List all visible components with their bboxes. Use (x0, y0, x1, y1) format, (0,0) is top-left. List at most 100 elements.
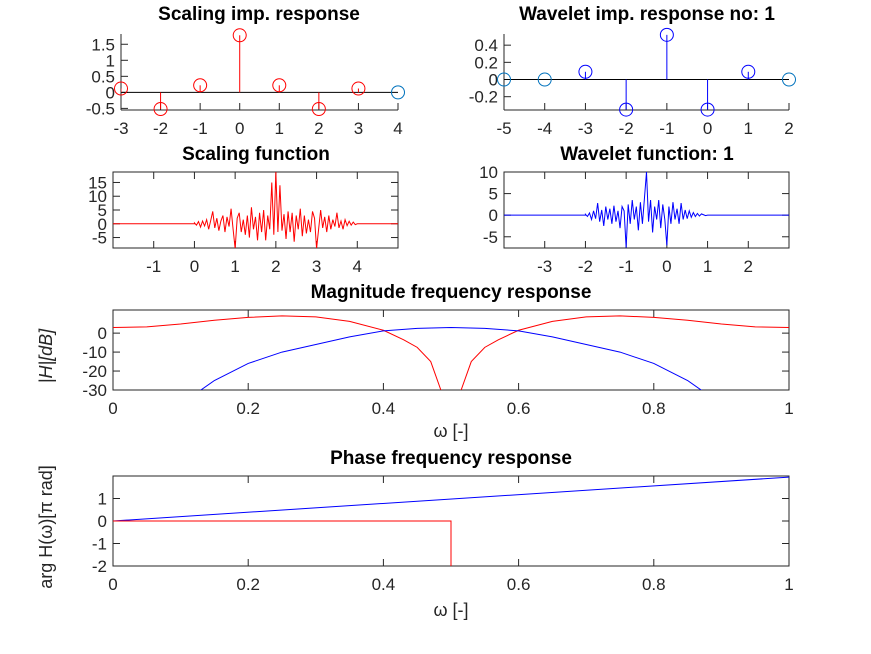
y-tick-label: -2 (92, 557, 107, 576)
x-tick-label: -1 (193, 119, 208, 138)
x-tick-label: -5 (496, 119, 511, 138)
subplot-6: 0 0.2 0.4 0.6 0.8 1 -2 -1 0 1 Phase frequency resp… (36, 448, 794, 620)
y-tick-label: 0.5 (91, 67, 115, 86)
y-tick-label: -5 (483, 228, 498, 247)
chart-title: Scaling imp. response (158, 4, 360, 25)
x-tick-label: 2 (784, 119, 793, 138)
signal-line (113, 172, 398, 248)
stem-marker (311, 102, 326, 117)
plot-area (504, 172, 789, 248)
x-tick-label: 0.8 (642, 399, 666, 418)
x-tick-label: 2 (744, 257, 753, 276)
x-tick-label: 1 (703, 257, 712, 276)
y-tick-label: 0 (489, 71, 498, 90)
x-tick-label: -2 (153, 119, 168, 138)
chart-title: Phase frequency response (330, 448, 572, 469)
x-tick-label: -2 (578, 257, 593, 276)
x-tick-label: 0.8 (642, 575, 666, 594)
stem-marker (619, 102, 634, 117)
stem-marker (193, 78, 208, 93)
y-tick-label: -0.5 (86, 99, 115, 118)
chart-title: Scaling function (182, 144, 330, 165)
x-axis-label: ω [-] (433, 600, 468, 620)
y-tick-label: -10 (82, 343, 107, 362)
x-tick-label: -2 (619, 119, 634, 138)
chart-title: Wavelet function: 1 (560, 144, 734, 165)
stem-marker (659, 27, 674, 42)
y-tick-label: 0.4 (474, 36, 498, 55)
y-tick-label: 0 (98, 512, 107, 531)
stem-marker (232, 28, 247, 43)
y-tick-label: 15 (88, 173, 107, 192)
y-tick-label: 0 (98, 215, 107, 234)
y-tick-label: -0.2 (469, 88, 498, 107)
y-tick-label: -1 (92, 535, 107, 554)
stem-marker (497, 72, 511, 87)
series-line (113, 520, 452, 566)
y-tick-label: 0 (489, 206, 498, 225)
y-tick-label: 0.2 (474, 53, 498, 72)
x-tick-label: 0.2 (236, 399, 260, 418)
x-tick-label: -3 (578, 119, 593, 138)
x-tick-label: 3 (312, 257, 321, 276)
stem-marker (537, 72, 552, 87)
axes-box (112, 171, 399, 249)
x-tick-label: 0.4 (372, 575, 396, 594)
chart-title: Magnitude frequency response (311, 282, 592, 303)
x-tick-label: 0 (235, 119, 244, 138)
subplot-4: -3 -2 -1 0 1 2 -5 0 5 10 Wavelet function: 1 (479, 144, 790, 276)
x-tick-label: 1 (230, 257, 239, 276)
y-tick-label: 0 (98, 324, 107, 343)
stem-marker (114, 81, 128, 96)
x-tick-label: 0.6 (507, 399, 531, 418)
plot-area (113, 172, 398, 248)
x-axis-label: ω [-] (433, 421, 468, 441)
x-tick-label: 0.2 (236, 575, 260, 594)
x-tick-label: -1 (659, 119, 674, 138)
x-tick-label: 0.4 (372, 399, 396, 418)
y-tick-label: 10 (88, 187, 107, 206)
chart-title: Wavelet imp. response no: 1 (519, 4, 775, 25)
plot-area (504, 34, 789, 110)
x-tick-label: 1 (275, 119, 284, 138)
markers (497, 27, 796, 117)
x-tick-label: -1 (619, 257, 634, 276)
y-tick-label: -30 (82, 381, 107, 400)
y-tick-label: 5 (98, 201, 107, 220)
stem-marker (578, 64, 593, 79)
stem-marker (700, 102, 715, 117)
y-tick-label: -20 (82, 362, 107, 381)
x-tick-label: 1 (744, 119, 753, 138)
y-tick-label: 5 (489, 185, 498, 204)
signal-line (504, 172, 789, 248)
x-tick-label: 3 (354, 119, 363, 138)
markers (114, 28, 405, 117)
x-tick-label: 0.6 (507, 575, 531, 594)
stem-marker (351, 81, 366, 96)
x-tick-label: 0 (190, 257, 199, 276)
x-tick-label: 2 (314, 119, 323, 138)
y-axis-label: |H|[dB] (36, 328, 56, 383)
stem-marker (782, 72, 796, 87)
x-tick-label: 0 (703, 119, 712, 138)
x-tick-label: -4 (537, 119, 552, 138)
series-line (113, 315, 789, 390)
y-tick-label: 0 (106, 83, 115, 102)
x-tick-label: 0 (108, 575, 117, 594)
x-tick-label: 0 (108, 399, 117, 418)
y-tick-label: 1.5 (91, 35, 115, 54)
x-tick-label: 1 (784, 399, 793, 418)
y-tick-label: 1 (106, 51, 115, 70)
stem-marker (391, 85, 405, 100)
x-tick-label: 0 (662, 257, 671, 276)
x-tick-label: 1 (784, 575, 793, 594)
x-tick-label: 4 (393, 119, 402, 138)
series-line (113, 476, 789, 522)
x-tick-label: -3 (537, 257, 552, 276)
x-tick-label: 4 (353, 257, 362, 276)
series-line (200, 326, 702, 390)
